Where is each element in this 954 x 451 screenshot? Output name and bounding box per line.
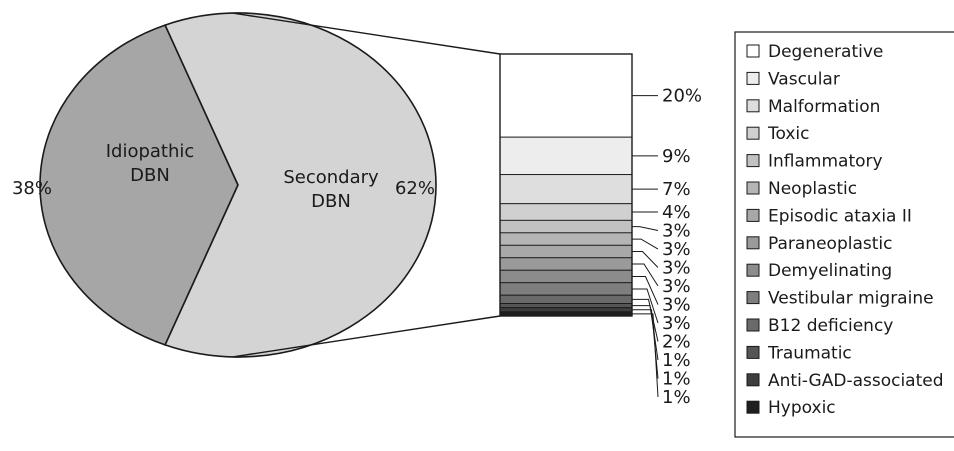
leader-line (632, 238, 659, 250)
legend-swatch (746, 400, 760, 414)
legend-item-label: Toxic (767, 124, 810, 144)
legend: Degenerative Vascular Malformation Toxic Inf… (734, 31, 954, 438)
legend-item-label: Hypoxic (768, 398, 836, 418)
breakdown-segment (499, 282, 633, 296)
breakdown-segment (499, 136, 633, 176)
legend-swatch (746, 154, 760, 168)
breakdown-segment (499, 219, 633, 234)
legend-item-label: Vestibular migraine (768, 289, 934, 309)
legend-item-label: Degenerative (768, 42, 883, 62)
leader-line (632, 226, 659, 232)
breakdown-value-label: 3% (662, 258, 691, 279)
breakdown-value-label: 3% (662, 313, 691, 334)
connector-top (232, 12, 501, 55)
legend-item-label: Demyelinating (768, 261, 892, 281)
breakdown-value-label: 1% (662, 387, 691, 408)
breakdown-value-labels: 20%9%7%4%3%3%3%3%3%3%2%1%1%1% (632, 86, 702, 408)
breakdown-connectors (232, 12, 501, 358)
leader-line (632, 305, 659, 361)
breakdown-value-label: 1% (662, 369, 691, 390)
legend-swatch (746, 99, 760, 113)
leader-line (632, 313, 659, 398)
legend-item-label: Malformation (768, 97, 880, 117)
breakdown-value-label: 7% (662, 179, 691, 200)
legend-swatch (746, 373, 760, 387)
connector-bottom (232, 315, 501, 358)
breakdown-value-label: 1% (662, 350, 691, 371)
pie-slice-label: Secondary DBN (283, 167, 379, 212)
leader-line (632, 275, 659, 305)
breakdown-segment (499, 203, 633, 221)
breakdown-segment (499, 244, 633, 259)
legend-item-label: Traumatic (767, 343, 852, 363)
breakdown-segment (499, 232, 633, 246)
leader-line (632, 309, 659, 379)
breakdown-value-label: 3% (662, 276, 691, 297)
breakdown-value-label: 3% (662, 239, 691, 260)
pie-value-label: 62% (395, 178, 435, 199)
breakdown-value-label: 2% (662, 332, 691, 353)
legend-swatch (746, 263, 760, 277)
leader-line (632, 251, 659, 268)
breakdown-segment (499, 53, 633, 138)
breakdown-segment (499, 307, 633, 313)
pie-slice-label: Idiopathic DBN (106, 141, 195, 186)
breakdown-value-label: 9% (662, 146, 691, 167)
leader-line (632, 288, 659, 324)
pie-slice (164, 12, 437, 358)
breakdown-segment (499, 294, 633, 304)
breakdown-bar (499, 53, 633, 317)
breakdown-value-label: 3% (662, 295, 691, 316)
legend-box (734, 31, 954, 438)
breakdown-segment (499, 269, 633, 284)
legend-swatch (746, 126, 760, 140)
legend-item-label: Neoplastic (768, 179, 857, 199)
breakdown-value-label: 3% (662, 221, 691, 242)
legend-swatch (746, 345, 760, 359)
legend-swatch (746, 291, 760, 305)
legend-item-label: Anti-GAD-associated (768, 371, 944, 391)
breakdown-value-label: 4% (662, 202, 691, 223)
legend-item-label: Episodic ataxia II (768, 206, 912, 226)
pie-value-label: 38% (12, 178, 52, 199)
legend-swatch (746, 181, 760, 195)
breakdown-segment (499, 303, 633, 309)
leader-line (632, 263, 659, 287)
breakdown-value-label: 20% (662, 86, 702, 107)
pie-slice (39, 24, 239, 346)
breakdown-segment (499, 174, 633, 205)
legend-item-label: B12 deficiency (768, 316, 893, 336)
leader-line (632, 298, 659, 342)
breakdown-segment (499, 257, 633, 271)
legend-item-label: Paraneoplastic (768, 234, 892, 254)
legend-item-label: Inflammatory (768, 152, 883, 172)
legend-swatch (746, 71, 760, 85)
legend-swatch (746, 208, 760, 222)
pie: Idiopathic DBN Secondary DBN 38% 62% (12, 12, 437, 358)
legend-item-label: Vascular (768, 69, 840, 89)
legend-swatch (746, 236, 760, 250)
legend-swatch (746, 44, 760, 58)
legend-swatch (746, 318, 760, 332)
